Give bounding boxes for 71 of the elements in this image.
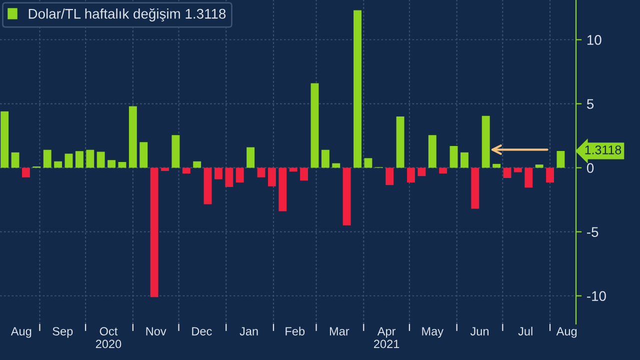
- bar: [75, 151, 84, 168]
- bar: [471, 168, 480, 209]
- x-tick-label: Jun: [470, 327, 488, 336]
- bar: [342, 168, 351, 226]
- bar: [321, 150, 330, 168]
- bar: [556, 150, 565, 168]
- bar: [225, 168, 234, 187]
- bar: [204, 168, 212, 204]
- bar: [492, 164, 501, 168]
- bar: [386, 168, 394, 186]
- bar: [257, 168, 266, 178]
- bar: [354, 10, 362, 168]
- bar: [193, 161, 202, 168]
- bar: [289, 168, 298, 172]
- x-tick-label: Jan: [240, 327, 258, 336]
- bar: [439, 168, 448, 174]
- y-tick-label: 0: [586, 163, 594, 173]
- bar: [43, 150, 52, 168]
- bar: [332, 163, 340, 168]
- bar: [161, 168, 169, 171]
- bar: [396, 116, 404, 168]
- bar: [86, 150, 94, 168]
- bar: [64, 154, 73, 168]
- bar: [364, 158, 372, 168]
- bar: [268, 168, 276, 186]
- bar: [524, 168, 533, 188]
- bar: [482, 116, 490, 168]
- x-tick-label: May: [422, 327, 444, 338]
- bar: [503, 168, 512, 178]
- y-tick-label: 10: [587, 35, 602, 45]
- legend-label: Dolar/TL haftalık değişim 1.3118: [28, 8, 226, 22]
- x-tick-label: Jul: [518, 326, 532, 336]
- bar: [300, 168, 308, 181]
- bar: [11, 152, 20, 168]
- bar: [140, 142, 148, 168]
- x-tick-label: Feb: [286, 326, 305, 336]
- x-tick-label: Mar: [330, 327, 350, 336]
- bar: [450, 146, 458, 168]
- x-tick-label: Aug: [10, 327, 32, 338]
- bar: [407, 168, 415, 182]
- y-tick-label: 5: [586, 99, 594, 109]
- bar: [418, 168, 426, 176]
- bar: [54, 161, 62, 168]
- bar: [96, 152, 105, 168]
- bar: [546, 168, 554, 182]
- bar: [246, 147, 255, 168]
- x-tick-label: Oct 2020: [96, 327, 122, 348]
- bar: [182, 168, 190, 174]
- y-tick-label: -5: [587, 227, 598, 237]
- bar: [236, 168, 244, 182]
- bar: [428, 135, 436, 168]
- bar: [128, 106, 137, 168]
- annotation: 1.3118: [585, 145, 622, 154]
- bar: [172, 135, 180, 168]
- bar: [0, 111, 9, 168]
- bar: [118, 162, 126, 168]
- x-tick-label: Apr 2021: [374, 327, 400, 348]
- bar: [278, 168, 287, 212]
- bar: [460, 152, 468, 168]
- bar: [535, 164, 544, 168]
- bar: [150, 168, 158, 298]
- y-tick-label: -10: [587, 291, 606, 301]
- bar: [108, 160, 116, 168]
- x-tick-label: Aug: [556, 327, 577, 338]
- x-tick-label: Sep: [52, 327, 73, 338]
- bar: [214, 168, 222, 180]
- x-tick-label: Nov: [146, 327, 166, 336]
- bar: [514, 168, 522, 172]
- bar: [22, 168, 30, 178]
- bar: [310, 83, 319, 168]
- x-tick-label: Dec: [192, 327, 212, 336]
